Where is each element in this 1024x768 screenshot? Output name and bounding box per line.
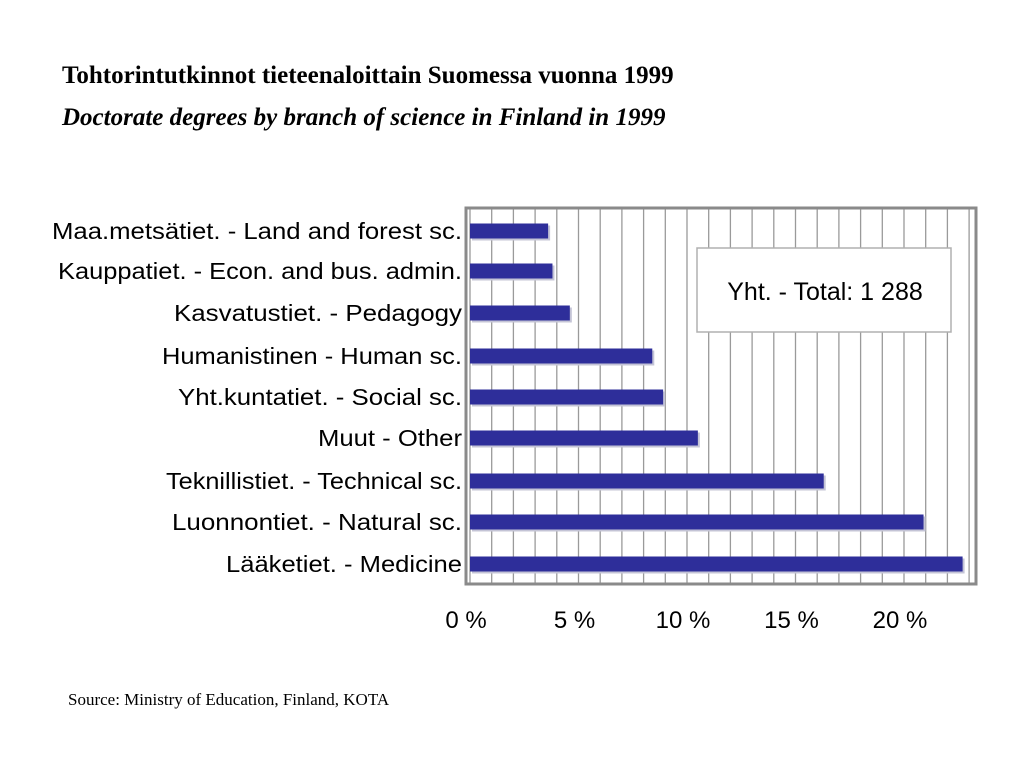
category-labels: Maa.metsätiet. - Land and forest sc. Kaup… bbox=[52, 218, 463, 577]
x-tick-label: 20 % bbox=[873, 607, 928, 634]
x-tick-label: 0 % bbox=[445, 607, 486, 634]
total-note: Yht. - Total: 1 288 bbox=[696, 247, 952, 333]
category-label: Maa.metsätiet. - Land and forest sc. bbox=[52, 218, 462, 244]
category-label: Kasvatustiet. - Pedagogy bbox=[174, 300, 463, 326]
category-label: Yht.kuntatiet. - Social sc. bbox=[178, 384, 462, 410]
x-tick-label: 5 % bbox=[554, 607, 595, 634]
chart-subtitle: Doctorate degrees by branch of science i… bbox=[62, 104, 666, 131]
bar bbox=[470, 305, 570, 321]
category-label: Lääketiet. - Medicine bbox=[226, 551, 462, 577]
bar bbox=[470, 473, 824, 489]
x-tick-labels: 0 % 5 % 10 % 15 % 20 % bbox=[445, 607, 927, 634]
x-tick-label: 15 % bbox=[764, 607, 819, 634]
category-label: Kauppatiet. - Econ. and bus. admin. bbox=[58, 258, 462, 284]
chart-title: Tohtorintutkinnot tieteenaloittain Suome… bbox=[62, 62, 674, 89]
source-note: Source: Ministry of Education, Finland, … bbox=[68, 690, 390, 709]
bar bbox=[470, 430, 698, 446]
total-note-box bbox=[696, 247, 952, 333]
plot-frame bbox=[464, 206, 978, 586]
bar bbox=[470, 556, 963, 572]
category-label: Luonnontiet. - Natural sc. bbox=[172, 509, 462, 535]
total-note-text: Yht. - Total: 1 288 bbox=[727, 278, 923, 306]
category-label: Teknillistiet. - Technical sc. bbox=[166, 468, 462, 494]
x-tick-label: 10 % bbox=[656, 607, 711, 634]
bar bbox=[470, 263, 553, 279]
bar bbox=[470, 348, 653, 364]
bar bbox=[470, 223, 549, 239]
bars bbox=[470, 223, 965, 574]
bar bbox=[470, 514, 924, 530]
bar bbox=[470, 389, 664, 405]
category-label: Humanistinen - Human sc. bbox=[162, 343, 462, 369]
category-label: Muut - Other bbox=[318, 425, 462, 451]
